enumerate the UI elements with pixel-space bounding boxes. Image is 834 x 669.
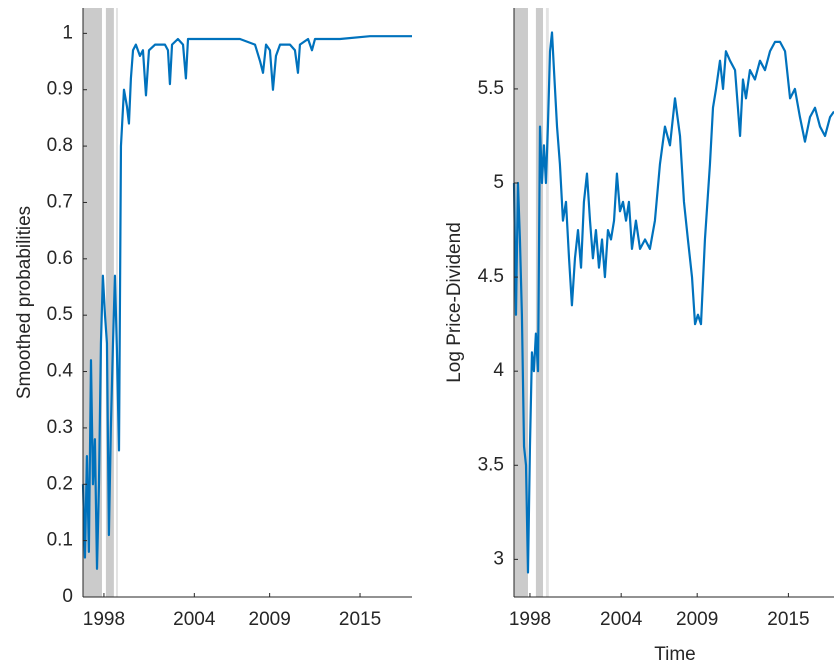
- x-axis-label: Time: [654, 644, 696, 665]
- x-tick-label: 1998: [509, 609, 551, 630]
- y-tick-label: 0.1: [47, 530, 73, 551]
- y-tick-label: 4: [493, 360, 504, 381]
- y-tick-label: 0: [62, 586, 73, 607]
- shaded-region: [545, 8, 549, 597]
- y-tick-label: 0.4: [47, 361, 74, 382]
- y-tick-label: 0.6: [47, 248, 73, 269]
- x-tick-label: 2015: [767, 609, 809, 630]
- y-axis-label: Log Price-Dividend: [444, 222, 465, 383]
- x-tick-label: 1998: [83, 609, 125, 630]
- y-tick-label: 0.7: [47, 191, 73, 212]
- y-tick-label: 1: [62, 22, 73, 43]
- y-tick-label: 4.5: [478, 266, 504, 287]
- data-line: [81, 35, 412, 570]
- x-tick-label: 2015: [339, 609, 381, 630]
- shaded-region: [115, 8, 118, 597]
- y-tick-label: 0.2: [47, 473, 73, 494]
- x-tick-label: 2009: [249, 609, 291, 630]
- x-tick-label: 2009: [676, 609, 718, 630]
- data-line: [512, 31, 834, 574]
- shaded-region: [83, 8, 102, 597]
- y-tick-label: 0.3: [47, 417, 73, 438]
- y-tick-label: 5: [493, 172, 504, 193]
- shaded-region: [105, 8, 114, 597]
- y-tick-label: 0.9: [47, 79, 73, 100]
- y-tick-label: 0.8: [47, 135, 73, 156]
- x-tick-label: 2004: [173, 609, 216, 630]
- y-tick-label: 3.5: [478, 454, 504, 475]
- x-tick-label: 2004: [600, 609, 643, 630]
- y-tick-label: 3: [493, 548, 504, 569]
- y-axis-label: Smoothed probabilities: [14, 206, 35, 399]
- y-tick-label: 5.5: [478, 78, 504, 99]
- y-tick-label: 0.5: [47, 304, 73, 325]
